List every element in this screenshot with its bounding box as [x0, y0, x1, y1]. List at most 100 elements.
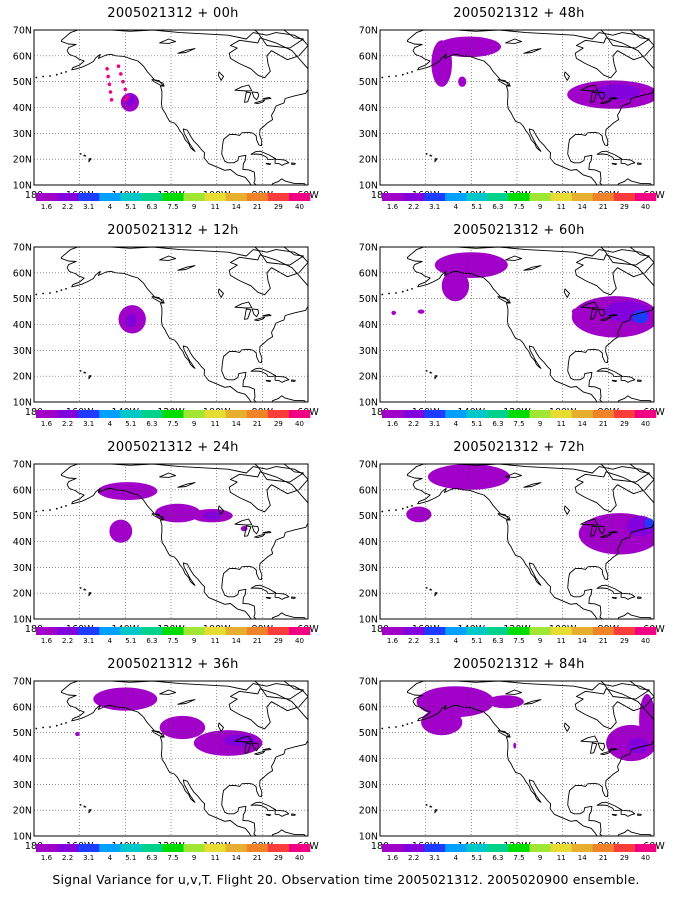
island-dot [401, 290, 404, 293]
colorbar-label: 9 [538, 854, 542, 862]
colorbar-label: 21 [599, 203, 608, 211]
map-panel: 2005021312 + 36h180160W140W120W100W80W60… [0, 651, 346, 868]
lake-outline [244, 91, 252, 103]
colorbar-swatch [288, 410, 311, 418]
colorbar-swatch [162, 627, 184, 635]
island-dot [406, 723, 409, 725]
colorbar-swatch [78, 627, 100, 635]
colorbar-swatch [403, 193, 425, 201]
lake-outline [234, 518, 253, 526]
colorbar-swatch [403, 844, 425, 852]
signal-variance-region [125, 314, 137, 328]
coastline [611, 379, 618, 383]
island-dot [401, 724, 404, 727]
panel-title: 2005021312 + 36h [107, 657, 239, 672]
colorbar-label: 2.2 [408, 637, 419, 645]
coastline [600, 681, 650, 700]
island-dot [42, 726, 44, 729]
y-tick-label: 60N [13, 702, 32, 713]
y-tick-label: 70N [359, 26, 378, 37]
map-panel: 2005021312 + 72h180160W140W120W100W80W60… [346, 434, 692, 651]
signal-variance-region [441, 270, 470, 302]
colorbar-label: 1.6 [41, 203, 53, 211]
island-dot [411, 71, 413, 73]
lake-outline [177, 482, 196, 488]
y-tick-label: 10N [359, 181, 378, 192]
coastline [254, 464, 304, 483]
coastline [637, 379, 642, 382]
colorbar-label: 9 [192, 637, 196, 645]
colorbar-label: 40 [295, 420, 304, 428]
colorbar-swatch [424, 193, 446, 201]
map-chart: 180160W140W120W100W80W60W10N20N30N40N50N… [13, 26, 320, 212]
colorbar-label: 29 [274, 420, 283, 428]
colorbar-label: 6.3 [146, 203, 157, 211]
y-tick-label: 30N [13, 563, 32, 574]
colorbar-swatch [571, 844, 594, 852]
colorbar-label: 11 [557, 203, 566, 211]
colorbar-label: 5.1 [125, 854, 136, 862]
colorbar-swatch [382, 844, 404, 852]
colorbar-label: 7.5 [513, 203, 524, 211]
signal-variance-region [391, 310, 396, 315]
colorbar-label: 40 [641, 637, 650, 645]
x-tick-label: 180 [25, 407, 43, 418]
signal-variance-region [594, 84, 641, 100]
y-tick-label: 60N [13, 485, 32, 496]
colorbar-swatch [571, 193, 594, 201]
colorbar-swatch [57, 627, 79, 635]
coastline [425, 370, 428, 372]
colorbar-swatch [529, 193, 551, 201]
coastline [434, 158, 438, 163]
island-dot [65, 288, 67, 290]
signal-variance-region [417, 309, 425, 314]
colorbar-swatch [246, 193, 269, 201]
y-tick-label: 20N [13, 155, 32, 166]
colorbar-swatch [204, 627, 226, 635]
colorbar-label: 21 [599, 854, 608, 862]
map-frame [33, 463, 309, 620]
y-tick-label: 60N [359, 485, 378, 496]
island-dot [406, 506, 409, 508]
coastline [265, 596, 272, 600]
island-dot [42, 509, 44, 512]
colorbar-label: 7.5 [513, 420, 524, 428]
y-tick-label: 30N [13, 129, 32, 140]
colorbar-swatch [613, 627, 636, 635]
colorbar-swatch [487, 627, 509, 635]
lake-outline [177, 48, 196, 54]
colorbar-label: 4 [454, 420, 459, 428]
coastline [600, 30, 650, 49]
coastline [79, 804, 82, 806]
y-tick-label: 30N [359, 780, 378, 791]
coastline [429, 588, 433, 591]
island-dot [381, 727, 384, 730]
lake-outline [217, 505, 224, 515]
lake-outline [217, 288, 224, 298]
signal-variance-region [97, 482, 158, 501]
y-tick-label: 30N [13, 780, 32, 791]
colorbar-label: 1.6 [387, 637, 399, 645]
lake-outline [217, 722, 224, 732]
colorbar-label: 11 [211, 637, 220, 645]
colorbar-label: 7.5 [167, 854, 178, 862]
lake-outline [600, 750, 612, 756]
coastline [250, 801, 277, 811]
y-tick-label: 60N [359, 268, 378, 279]
coastline [596, 150, 623, 160]
y-tick-label: 30N [359, 346, 378, 357]
colorbar-label: 3.1 [429, 854, 440, 862]
island-dot [49, 509, 51, 511]
colorbar-swatch [120, 410, 142, 418]
coastline [406, 681, 654, 836]
colorbar-label: 7.5 [513, 637, 524, 645]
colorbar-swatch [550, 844, 572, 852]
colorbar-swatch [592, 627, 615, 635]
lake-outline [262, 313, 272, 317]
colorbar-swatch [57, 844, 79, 852]
coastline [620, 809, 636, 817]
y-tick-label: 70N [13, 243, 32, 254]
lake-outline [244, 742, 252, 754]
coastline [406, 464, 654, 619]
map-frame [33, 29, 309, 186]
